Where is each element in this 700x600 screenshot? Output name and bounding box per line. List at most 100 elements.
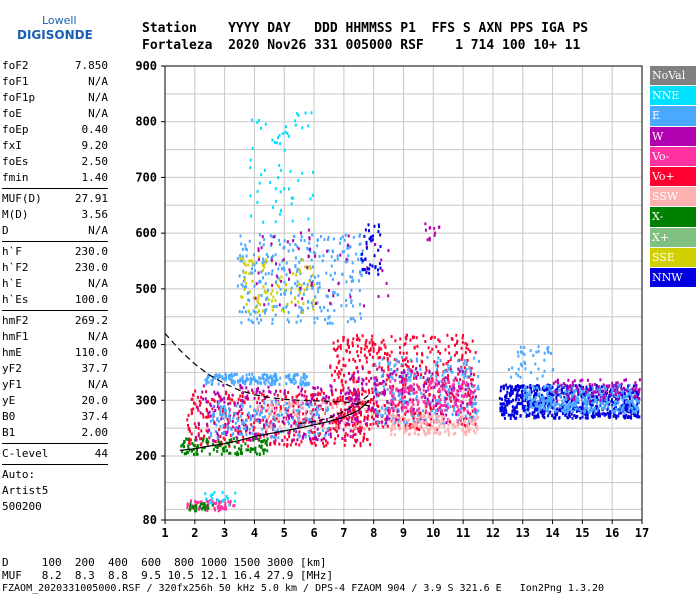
echo-point bbox=[402, 400, 405, 404]
param-row: hmF1 N/A bbox=[2, 329, 108, 345]
echo-point bbox=[200, 449, 203, 453]
echo-point bbox=[432, 379, 434, 383]
echo-point bbox=[347, 372, 350, 375]
echo-point bbox=[270, 242, 273, 246]
echo-point bbox=[326, 428, 329, 432]
echo-point bbox=[270, 257, 273, 260]
echo-point bbox=[537, 349, 540, 353]
echo-point bbox=[180, 444, 183, 448]
echo-point bbox=[412, 391, 415, 395]
echo-point bbox=[317, 415, 320, 419]
echo-point bbox=[313, 437, 316, 440]
echo-point bbox=[310, 283, 313, 287]
echo-point bbox=[349, 275, 352, 279]
echo-point bbox=[371, 340, 374, 344]
echo-point bbox=[611, 409, 613, 413]
echo-point bbox=[242, 284, 244, 288]
echo-point bbox=[183, 440, 186, 443]
echo-point bbox=[241, 412, 244, 415]
echo-point bbox=[430, 419, 433, 423]
echo-point bbox=[256, 381, 259, 385]
echo-point bbox=[517, 394, 520, 398]
echo-point bbox=[249, 259, 252, 263]
echo-point bbox=[368, 267, 371, 271]
echo-point bbox=[260, 405, 263, 409]
echo-point bbox=[628, 397, 631, 400]
echo-point bbox=[250, 214, 252, 218]
param-key: MUF(D) bbox=[2, 192, 42, 205]
echo-point bbox=[193, 452, 195, 456]
echo-point bbox=[279, 212, 281, 216]
echo-point bbox=[432, 404, 435, 408]
echo-point bbox=[346, 400, 349, 404]
echo-point bbox=[417, 400, 420, 404]
echo-point bbox=[619, 405, 622, 409]
echo-point bbox=[265, 260, 268, 264]
echo-point bbox=[591, 403, 594, 407]
echo-point bbox=[559, 409, 562, 413]
echo-point bbox=[271, 289, 274, 293]
echo-point bbox=[344, 260, 347, 264]
echo-point bbox=[260, 444, 263, 448]
echo-point bbox=[323, 444, 326, 448]
echo-point bbox=[409, 368, 412, 372]
echo-point bbox=[473, 373, 475, 377]
echo-point bbox=[396, 367, 399, 371]
echo-point bbox=[356, 401, 359, 404]
param-row: B1 2.00 bbox=[2, 425, 108, 441]
echo-point bbox=[465, 381, 468, 385]
echo-point bbox=[579, 379, 582, 383]
echo-point bbox=[445, 421, 448, 425]
echo-point bbox=[547, 403, 550, 407]
echo-point bbox=[321, 398, 324, 402]
echo-point bbox=[241, 451, 243, 455]
echo-point bbox=[339, 399, 342, 402]
echo-point bbox=[311, 437, 314, 441]
echo-point bbox=[345, 260, 348, 264]
echo-point bbox=[515, 416, 518, 420]
lowell-digisonde-logo: Lowell DIGISONDE bbox=[4, 6, 93, 46]
echo-point bbox=[614, 403, 616, 407]
echo-point bbox=[499, 402, 502, 406]
echo-point bbox=[597, 410, 600, 414]
echo-point bbox=[602, 383, 605, 387]
echo-point bbox=[564, 383, 567, 387]
echo-point bbox=[553, 406, 556, 410]
echo-point bbox=[378, 361, 381, 365]
echo-point bbox=[348, 423, 351, 427]
echo-point bbox=[344, 392, 347, 396]
param-value: 37.7 bbox=[81, 362, 109, 375]
echo-point bbox=[329, 402, 332, 406]
echo-point bbox=[459, 421, 462, 425]
echo-point bbox=[286, 444, 289, 448]
echo-point bbox=[274, 442, 276, 446]
echo-point bbox=[256, 317, 259, 321]
echo-point bbox=[353, 408, 356, 412]
echo-point bbox=[327, 408, 330, 412]
echo-point bbox=[278, 414, 281, 418]
echo-point bbox=[615, 395, 618, 398]
echo-point bbox=[287, 249, 290, 253]
echo-point bbox=[426, 403, 429, 407]
x-tick-label: 5 bbox=[281, 526, 288, 540]
echo-point bbox=[460, 346, 463, 350]
echo-point bbox=[224, 506, 227, 509]
echo-point bbox=[261, 432, 264, 436]
echo-point bbox=[367, 223, 370, 227]
echo-point bbox=[266, 376, 269, 380]
echo-point bbox=[242, 257, 245, 261]
echo-point bbox=[505, 408, 508, 412]
echo-point bbox=[428, 392, 431, 396]
echo-point bbox=[566, 393, 569, 397]
echo-point bbox=[253, 447, 256, 451]
echo-point bbox=[473, 407, 476, 411]
echo-point bbox=[297, 300, 300, 304]
echo-point bbox=[546, 395, 549, 399]
echo-point bbox=[202, 384, 205, 388]
echo-point bbox=[298, 282, 301, 286]
echo-point bbox=[459, 386, 461, 390]
echo-point bbox=[304, 433, 307, 437]
echo-point bbox=[429, 412, 431, 416]
echo-point bbox=[311, 233, 314, 237]
autoscale-line3: 500200 bbox=[2, 500, 42, 513]
